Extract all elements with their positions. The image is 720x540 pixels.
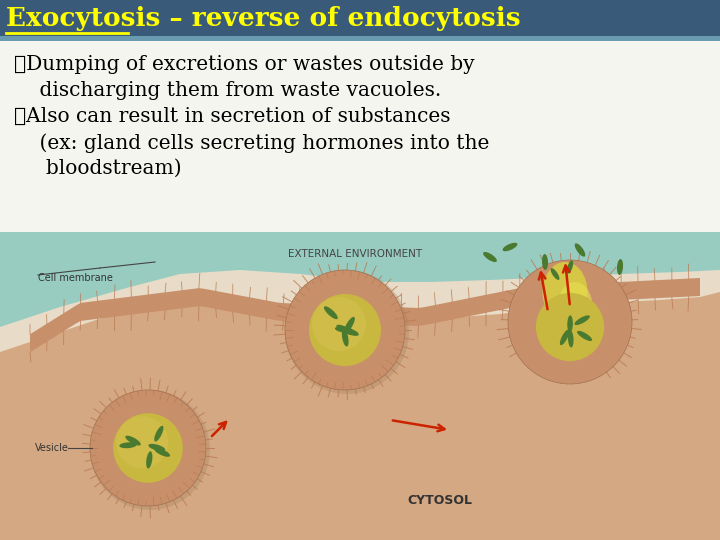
Ellipse shape: [557, 282, 593, 332]
Circle shape: [113, 413, 183, 483]
Ellipse shape: [503, 243, 518, 251]
Text: discharging them from waste vacuoles.: discharging them from waste vacuoles.: [14, 81, 441, 100]
Bar: [0, 0, 720, 36]
Ellipse shape: [344, 317, 355, 333]
Ellipse shape: [542, 254, 548, 270]
Text: ❖Also can result in secretion of substances: ❖Also can result in secretion of substan…: [14, 107, 451, 126]
Ellipse shape: [575, 315, 590, 325]
Polygon shape: [30, 278, 700, 352]
Bar: [0, 232, 720, 540]
Ellipse shape: [560, 329, 570, 345]
Text: Cell membrane: Cell membrane: [38, 273, 113, 283]
Text: (ex: gland cells secreting hormones into the: (ex: gland cells secreting hormones into…: [14, 133, 490, 153]
Circle shape: [508, 260, 632, 384]
Ellipse shape: [324, 306, 338, 319]
Circle shape: [312, 297, 366, 351]
Text: ❖Dumping of excretions or wastes outside by: ❖Dumping of excretions or wastes outside…: [14, 55, 474, 74]
Polygon shape: [0, 232, 720, 327]
Ellipse shape: [335, 326, 353, 333]
Ellipse shape: [542, 262, 588, 322]
Ellipse shape: [342, 328, 359, 336]
Ellipse shape: [154, 448, 170, 457]
Ellipse shape: [567, 260, 573, 274]
Text: CYTOSOL: CYTOSOL: [408, 494, 472, 507]
Ellipse shape: [483, 252, 497, 262]
Ellipse shape: [617, 259, 623, 275]
Ellipse shape: [120, 442, 137, 448]
Ellipse shape: [577, 331, 592, 341]
Ellipse shape: [342, 329, 348, 347]
Circle shape: [116, 416, 168, 468]
Ellipse shape: [148, 444, 165, 451]
Ellipse shape: [568, 330, 574, 347]
Text: bloodstream): bloodstream): [14, 159, 181, 178]
Bar: [0, 36, 720, 41]
Ellipse shape: [336, 325, 353, 334]
Circle shape: [90, 390, 210, 510]
Circle shape: [309, 294, 381, 366]
Circle shape: [285, 270, 409, 394]
Ellipse shape: [125, 436, 141, 446]
Circle shape: [90, 390, 206, 506]
Text: Vesicle: Vesicle: [35, 443, 69, 453]
Ellipse shape: [154, 426, 163, 442]
Polygon shape: [0, 292, 720, 540]
Ellipse shape: [551, 268, 559, 280]
Text: Exocytosis – reverse of endocytosis: Exocytosis – reverse of endocytosis: [6, 6, 521, 31]
Ellipse shape: [567, 315, 573, 333]
Circle shape: [536, 293, 604, 361]
Text: EXTERNAL ENVIRONMENT: EXTERNAL ENVIRONMENT: [288, 249, 422, 259]
Circle shape: [285, 270, 405, 390]
Ellipse shape: [575, 244, 585, 256]
Ellipse shape: [146, 451, 153, 469]
